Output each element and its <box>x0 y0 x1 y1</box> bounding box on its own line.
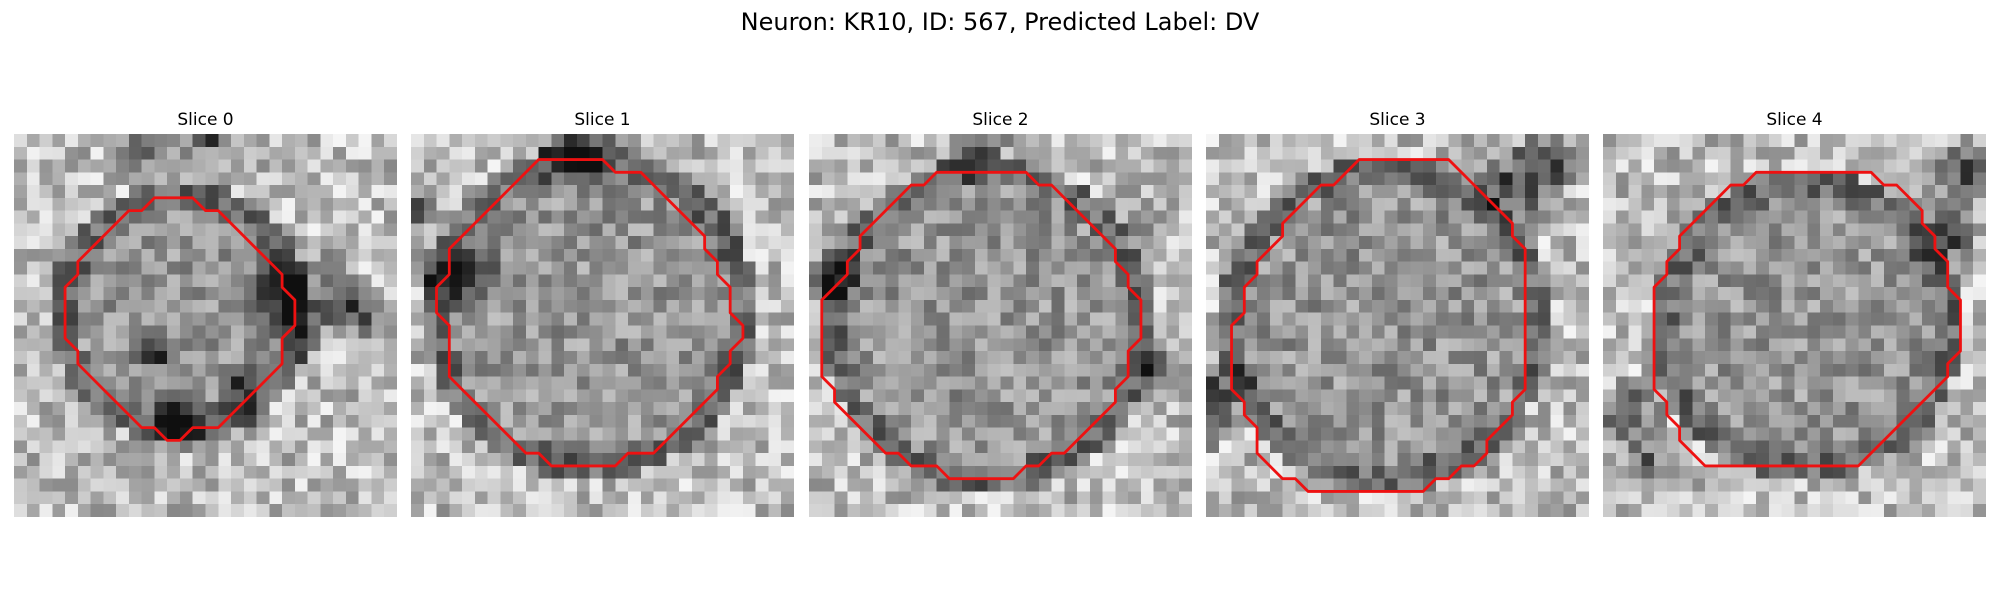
slice-title: Slice 3 <box>1369 110 1426 130</box>
roi-contour <box>820 170 1143 481</box>
slice-panel-2: Slice 2 <box>809 109 1192 517</box>
slice-image <box>411 134 794 517</box>
slice-title: Slice 1 <box>574 110 631 130</box>
roi-contour <box>1652 170 1962 468</box>
roi-contour <box>63 196 297 442</box>
slice-title: Slice 4 <box>1766 110 1823 130</box>
slice-panel-4: Slice 4 <box>1603 109 1986 517</box>
slice-image <box>1603 134 1986 517</box>
slice-panel-3: Slice 3 <box>1206 109 1589 517</box>
slice-image <box>1206 134 1589 517</box>
slice-image <box>809 134 1192 517</box>
slice-image <box>14 134 397 517</box>
roi-contour <box>1230 158 1527 493</box>
slice-title: Slice 2 <box>972 110 1029 130</box>
slice-panel-0: Slice 0 <box>14 109 397 517</box>
slice-title: Slice 0 <box>177 110 234 130</box>
slice-panel-1: Slice 1 <box>411 109 794 517</box>
roi-contour <box>435 158 745 468</box>
figure-title: Neuron: KR10, ID: 567, Predicted Label: … <box>740 8 1260 36</box>
